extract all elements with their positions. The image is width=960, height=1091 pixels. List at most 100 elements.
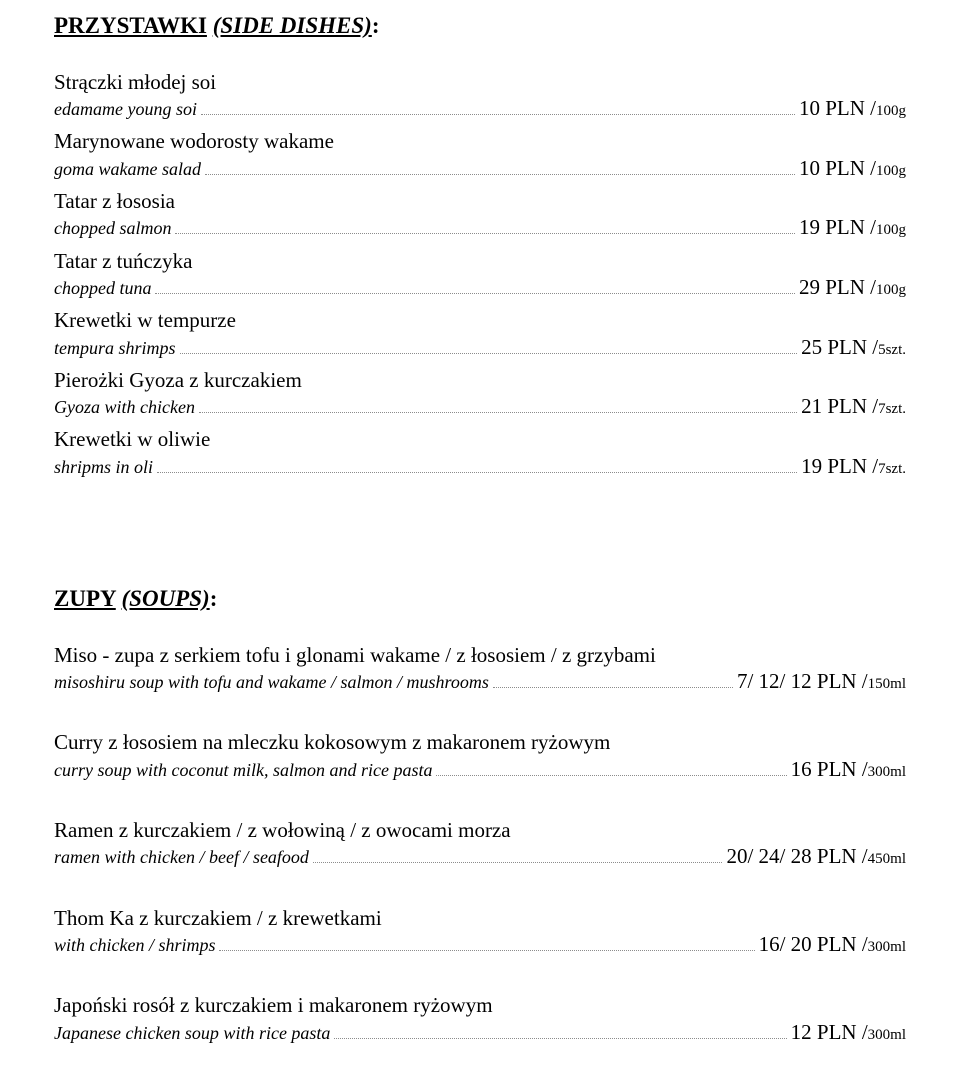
menu-item-sub: tempura shrimps — [54, 336, 176, 360]
menu-item: Thom Ka z kurczakiem / z krewetkamiwith … — [54, 904, 906, 958]
menu-item-price: 10 PLN /100g — [799, 96, 906, 121]
menu-item-price: 25 PLN /5szt. — [801, 335, 906, 360]
leader-dots — [493, 687, 733, 688]
heading-suffix: : — [210, 586, 218, 611]
menu-item-priceline: edamame young soi 10 PLN /100g — [54, 96, 906, 121]
menu-item: Krewetki w tempurzetempura shrimps25 PLN… — [54, 306, 906, 360]
menu-item: Strączki młodej soiedamame young soi 10 P… — [54, 68, 906, 122]
menu-item-sub: goma wakame salad — [54, 157, 201, 181]
menu-item-sub: edamame young soi — [54, 97, 197, 121]
menu-item: Japoński rosół z kurczakiem i makaronem … — [54, 991, 906, 1045]
price-value: 10 PLN / — [799, 156, 876, 180]
leader-dots — [436, 775, 786, 776]
menu-item-price: 16/ 20 PLN /300ml — [759, 932, 906, 957]
price-unit: 300ml — [868, 939, 906, 955]
menu-item-price: 10 PLN /100g — [799, 156, 906, 181]
menu-item-priceline: misoshiru soup with tofu and wakame / sa… — [54, 669, 906, 694]
heading-suffix: : — [372, 13, 380, 38]
price-value: 21 PLN / — [801, 394, 878, 418]
leader-dots — [175, 233, 795, 234]
menu-item-sub: chopped tuna — [54, 276, 151, 300]
menu-item-sub: chopped salmon — [54, 216, 171, 240]
menu-item: Tatar z tuńczykachopped tuna 29 PLN /100g — [54, 247, 906, 301]
leader-dots — [334, 1038, 786, 1039]
heading-sub: (SIDE DISHES) — [213, 13, 372, 38]
menu-item-priceline: Gyoza with chicken 21 PLN /7szt. — [54, 394, 906, 419]
menu-item: Marynowane wodorosty wakamegoma wakame s… — [54, 127, 906, 181]
price-value: 16/ 20 PLN / — [759, 932, 868, 956]
price-unit: 7szt. — [878, 401, 906, 417]
menu-item-sub: curry soup with coconut milk, salmon and… — [54, 758, 432, 782]
soups-items: Miso - zupa z serkiem tofu i glonami wak… — [54, 641, 906, 1045]
side-dishes-items: Strączki młodej soiedamame young soi 10 P… — [54, 68, 906, 479]
price-value: 10 PLN / — [799, 96, 876, 120]
menu-item-price: 29 PLN /100g — [799, 275, 906, 300]
menu-item-priceline: tempura shrimps 25 PLN /5szt. — [54, 335, 906, 360]
menu-item-price: 19 PLN /100g — [799, 215, 906, 240]
price-value: 19 PLN / — [799, 215, 876, 239]
item-spacer — [54, 700, 906, 728]
price-unit: 100g — [876, 163, 906, 179]
menu-item-priceline: Japanese chicken soup with rice pasta 12 … — [54, 1020, 906, 1045]
leader-dots — [201, 114, 795, 115]
price-value: 12 PLN / — [791, 1020, 868, 1044]
price-value: 25 PLN / — [801, 335, 878, 359]
price-unit: 300ml — [868, 1027, 906, 1043]
menu-item-price: 21 PLN /7szt. — [801, 394, 906, 419]
section-spacer — [54, 485, 906, 585]
menu-item-name: Japoński rosół z kurczakiem i makaronem … — [54, 991, 906, 1019]
menu-item: Tatar z łososiachopped salmon 19 PLN /100… — [54, 187, 906, 241]
menu-item-name: Pierożki Gyoza z kurczakiem — [54, 366, 906, 394]
section-heading-soups: ZUPY (SOUPS): — [54, 585, 906, 613]
menu-item-sub: ramen with chicken / beef / seafood — [54, 845, 309, 869]
price-unit: 5szt. — [878, 342, 906, 358]
menu-item: Krewetki w oliwieshripms in oli19 PLN /7… — [54, 425, 906, 479]
heading-label: PRZYSTAWKI — [54, 13, 207, 38]
menu-item-price: 19 PLN /7szt. — [801, 454, 906, 479]
leader-dots — [155, 293, 795, 294]
price-value: 7/ 12/ 12 PLN / — [737, 669, 868, 693]
menu-item-priceline: with chicken / shrimps 16/ 20 PLN /300ml — [54, 932, 906, 957]
menu-item-price: 16 PLN /300ml — [791, 757, 906, 782]
menu-item-name: Curry z łososiem na mleczku kokosowym z … — [54, 728, 906, 756]
price-value: 19 PLN / — [801, 454, 878, 478]
menu-page: PRZYSTAWKI (SIDE DISHES): Strączki młode… — [0, 0, 960, 1091]
leader-dots — [313, 862, 723, 863]
menu-item-priceline: shripms in oli19 PLN /7szt. — [54, 454, 906, 479]
leader-dots — [157, 472, 797, 473]
menu-item-price: 7/ 12/ 12 PLN /150ml — [737, 669, 906, 694]
leader-dots — [199, 412, 797, 413]
menu-item-price: 20/ 24/ 28 PLN /450ml — [726, 844, 906, 869]
price-unit: 100g — [876, 222, 906, 238]
menu-item: Pierożki Gyoza z kurczakiemGyoza with ch… — [54, 366, 906, 420]
menu-item-sub: Gyoza with chicken — [54, 395, 195, 419]
menu-item-priceline: curry soup with coconut milk, salmon and… — [54, 757, 906, 782]
menu-item-name: Strączki młodej soi — [54, 68, 906, 96]
item-spacer — [54, 963, 906, 991]
menu-item-priceline: ramen with chicken / beef / seafood 20/ 2… — [54, 844, 906, 869]
menu-item-sub: misoshiru soup with tofu and wakame / sa… — [54, 670, 489, 694]
heading-label: ZUPY — [54, 586, 116, 611]
menu-item-price: 12 PLN /300ml — [791, 1020, 906, 1045]
menu-item-priceline: chopped tuna 29 PLN /100g — [54, 275, 906, 300]
leader-dots — [205, 174, 795, 175]
item-spacer — [54, 876, 906, 904]
menu-item-name: Tatar z tuńczyka — [54, 247, 906, 275]
section-heading-side-dishes: PRZYSTAWKI (SIDE DISHES): — [54, 12, 906, 40]
menu-item-sub: Japanese chicken soup with rice pasta — [54, 1021, 330, 1045]
leader-dots — [180, 353, 798, 354]
heading-sub: (SOUPS) — [122, 586, 210, 611]
price-unit: 300ml — [868, 764, 906, 780]
menu-item-name: Tatar z łososia — [54, 187, 906, 215]
menu-item: Miso - zupa z serkiem tofu i glonami wak… — [54, 641, 906, 695]
menu-item: Ramen z kurczakiem / z wołowiną / z owoc… — [54, 816, 906, 870]
menu-item-priceline: goma wakame salad 10 PLN /100g — [54, 156, 906, 181]
price-value: 20/ 24/ 28 PLN / — [726, 844, 867, 868]
menu-item-name: Thom Ka z kurczakiem / z krewetkami — [54, 904, 906, 932]
menu-item-sub: with chicken / shrimps — [54, 933, 215, 957]
menu-item-priceline: chopped salmon 19 PLN /100g — [54, 215, 906, 240]
price-unit: 7szt. — [878, 461, 906, 477]
price-unit: 100g — [876, 282, 906, 298]
price-unit: 150ml — [868, 676, 906, 692]
menu-item-name: Ramen z kurczakiem / z wołowiną / z owoc… — [54, 816, 906, 844]
